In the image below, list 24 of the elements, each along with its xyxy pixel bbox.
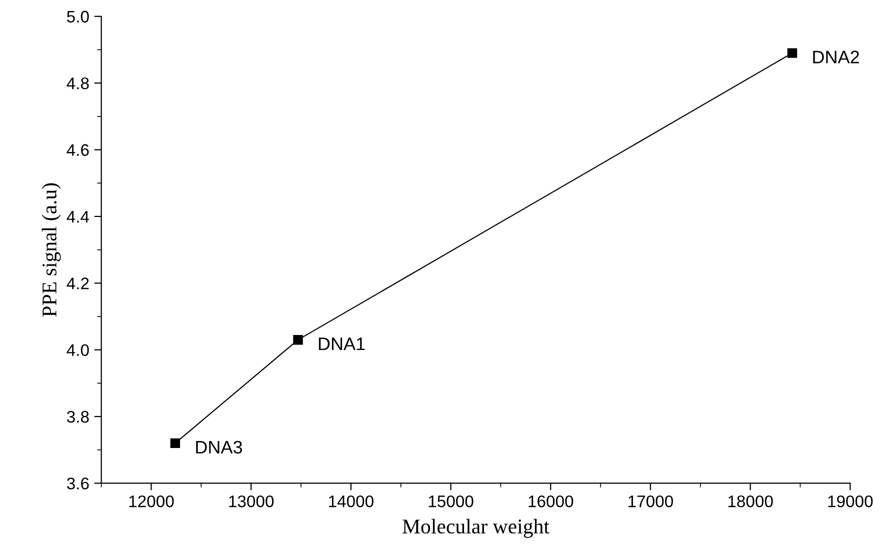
y-tick-label: 5.0	[67, 10, 89, 23]
y-tick-label: 4.2	[66, 278, 89, 290]
y-tick-label: 4.8	[66, 77, 89, 90]
y-axis-title: PPE signal (a.u)	[42, 183, 61, 317]
annotation: DNA3	[196, 440, 242, 454]
annotation: DNA2	[813, 50, 859, 64]
point	[787, 48, 798, 58]
annotation: DNA1	[318, 338, 365, 350]
x-tick-label: 19000	[828, 495, 873, 508]
x-tick-label: 15000	[428, 495, 474, 508]
point	[170, 438, 180, 448]
x-tick-label: 12000	[129, 495, 174, 508]
x-tick-label: 16000	[528, 495, 574, 508]
y-tick-label: 3.8	[66, 410, 89, 423]
x-tick-label: 17000	[628, 495, 673, 508]
y-tick-label: 4.0	[66, 344, 89, 356]
y-tick-label: 4.4	[66, 211, 90, 222]
y-tick-label: 3.6	[66, 478, 89, 490]
x-tick-label: 14000	[329, 495, 374, 508]
x-tick-label: 18000	[728, 495, 773, 508]
x-tick-label: 13000	[229, 495, 274, 508]
y-tick-label: 4.6	[66, 144, 89, 156]
point	[293, 334, 303, 345]
x-axis-title: Molecular weight	[402, 518, 550, 538]
